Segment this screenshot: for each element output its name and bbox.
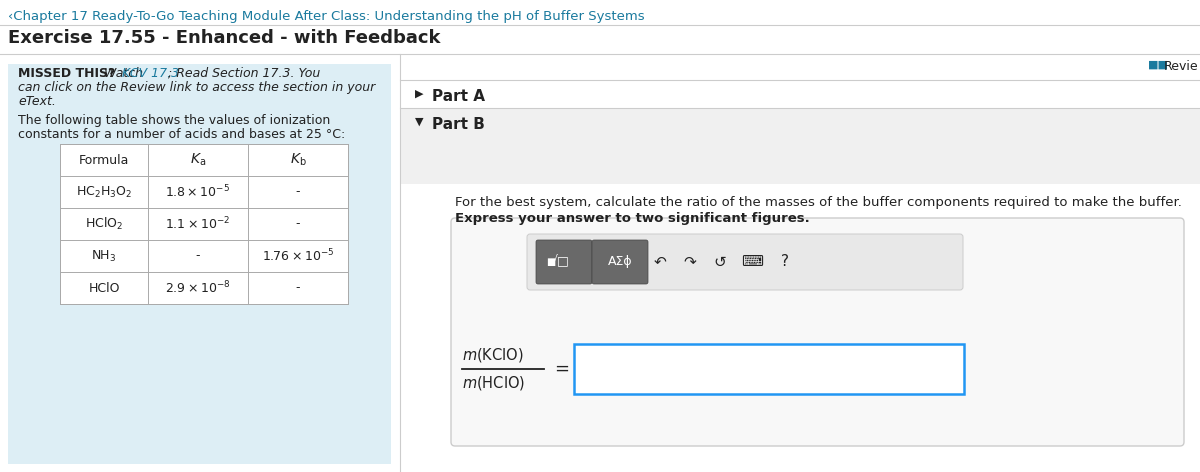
Text: ↷: ↷ xyxy=(684,254,696,270)
Text: ↶: ↶ xyxy=(654,254,666,270)
Text: $2.9 \times 10^{-8}$: $2.9 \times 10^{-8}$ xyxy=(166,280,230,296)
Text: AΣϕ: AΣϕ xyxy=(607,255,632,269)
Text: Watch: Watch xyxy=(100,67,148,80)
Text: KCV 17.3: KCV 17.3 xyxy=(122,67,179,80)
Text: $m$(HClO): $m$(HClO) xyxy=(462,374,526,392)
FancyBboxPatch shape xyxy=(60,144,348,304)
Text: Express your answer to two significant figures.: Express your answer to two significant f… xyxy=(455,212,810,225)
Text: can click on the Review link to access the section in your: can click on the Review link to access t… xyxy=(18,81,376,94)
Text: ; Read Section 17.3. You: ; Read Section 17.3. You xyxy=(168,67,320,80)
Text: -: - xyxy=(295,185,300,199)
Text: ⌨: ⌨ xyxy=(742,254,763,270)
Text: For the best system, calculate the ratio of the masses of the buffer components : For the best system, calculate the ratio… xyxy=(455,196,1182,209)
Text: constants for a number of acids and bases at 25 °C:: constants for a number of acids and base… xyxy=(18,128,346,141)
FancyBboxPatch shape xyxy=(574,344,964,394)
FancyBboxPatch shape xyxy=(8,64,391,464)
Text: HClO$_2$: HClO$_2$ xyxy=(85,216,124,232)
FancyBboxPatch shape xyxy=(536,240,592,284)
Text: Formula: Formula xyxy=(79,153,130,167)
Text: $K_\mathrm{a}$: $K_\mathrm{a}$ xyxy=(190,152,206,168)
Text: √□: √□ xyxy=(550,255,570,269)
Text: ▶: ▶ xyxy=(415,89,424,99)
Text: ‹Chapter 17 Ready-To-Go Teaching Module After Class: Understanding the pH of Buf: ‹Chapter 17 Ready-To-Go Teaching Module … xyxy=(8,10,644,23)
FancyBboxPatch shape xyxy=(592,240,648,284)
Text: eText.: eText. xyxy=(18,95,56,108)
Text: Exercise 17.55 - Enhanced - with Feedback: Exercise 17.55 - Enhanced - with Feedbac… xyxy=(8,29,440,47)
Text: ↺: ↺ xyxy=(714,254,726,270)
Text: $m$(KClO): $m$(KClO) xyxy=(462,346,523,364)
FancyBboxPatch shape xyxy=(400,108,1200,184)
Text: ■■: ■■ xyxy=(1148,60,1169,70)
Text: ■: ■ xyxy=(546,257,556,267)
Text: ?: ? xyxy=(781,254,790,270)
Text: The following table shows the values of ionization: The following table shows the values of … xyxy=(18,114,330,127)
FancyBboxPatch shape xyxy=(527,234,964,290)
Text: $1.1 \times 10^{-2}$: $1.1 \times 10^{-2}$ xyxy=(166,216,230,232)
Text: HClO: HClO xyxy=(89,281,120,295)
Text: =: = xyxy=(554,360,569,378)
Text: NH$_3$: NH$_3$ xyxy=(91,248,116,263)
Text: -: - xyxy=(295,218,300,230)
Text: $K_\mathrm{b}$: $K_\mathrm{b}$ xyxy=(289,152,306,168)
Text: -: - xyxy=(295,281,300,295)
FancyBboxPatch shape xyxy=(451,218,1184,446)
Text: -: - xyxy=(196,250,200,262)
Text: Revie: Revie xyxy=(1164,60,1199,73)
Text: Part B: Part B xyxy=(432,117,485,132)
Text: Part A: Part A xyxy=(432,89,485,104)
Text: $1.8 \times 10^{-5}$: $1.8 \times 10^{-5}$ xyxy=(166,184,230,200)
Text: $1.76 \times 10^{-5}$: $1.76 \times 10^{-5}$ xyxy=(262,248,334,264)
Text: MISSED THIS?: MISSED THIS? xyxy=(18,67,115,80)
Text: HC$_2$H$_3$O$_2$: HC$_2$H$_3$O$_2$ xyxy=(76,185,132,200)
Text: ▼: ▼ xyxy=(415,117,424,127)
